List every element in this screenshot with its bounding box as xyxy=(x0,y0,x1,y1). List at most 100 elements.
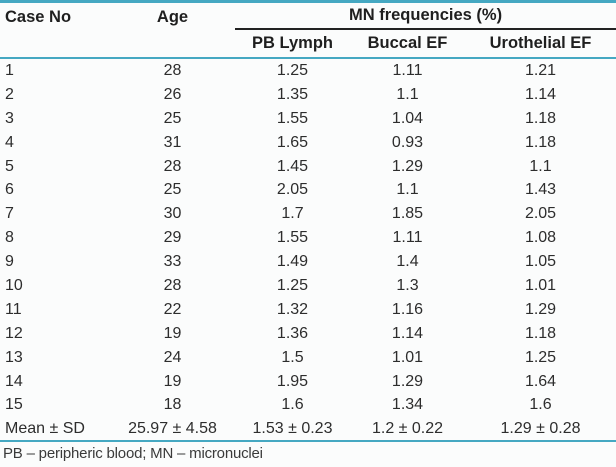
cell-case-no: 9 xyxy=(5,253,14,271)
table-row: 13 24 1.5 1.01 1.25 xyxy=(0,346,616,370)
cell-buccal-ef: 1.14 xyxy=(391,324,424,342)
column-group-header-mn-frequencies: MN frequencies (%) xyxy=(235,1,616,30)
mn-frequencies-table: Case No Age MN frequencies (%) PB Lymph … xyxy=(0,0,616,443)
cell-case-no: 2 xyxy=(5,85,14,103)
cell-urothelial-ef: 1.6 xyxy=(529,396,552,414)
cell-age: 28 xyxy=(163,157,182,175)
cell-age: 19 xyxy=(163,372,182,390)
cell-urothelial-ef: 1.25 xyxy=(524,348,557,366)
cell-urothelial-ef: 1.05 xyxy=(524,253,557,271)
cell-buccal-ef: 1.11 xyxy=(392,229,423,247)
cell-case-no: 12 xyxy=(5,324,23,342)
cell-pb-lymph: 2.05 xyxy=(276,181,309,199)
cell-pb-lymph: 1.55 xyxy=(276,109,309,127)
column-header-urothelial-ef: Urothelial EF xyxy=(465,29,616,59)
cell-buccal-ef: 1.29 xyxy=(391,372,424,390)
cell-urothelial-ef: 1.18 xyxy=(524,109,557,127)
summary-age: 25.97 ± 4.58 xyxy=(110,417,235,443)
table-header: Case No Age MN frequencies (%) PB Lymph … xyxy=(0,1,616,59)
cell-case-no: 13 xyxy=(5,348,23,366)
summary-urothelial-ef: 1.29 ± 0.28 xyxy=(465,417,616,443)
cell-urothelial-ef: 1.1 xyxy=(529,157,552,175)
cell-age: 31 xyxy=(163,133,182,151)
cell-case-no: 1 xyxy=(5,61,14,79)
cell-age: 30 xyxy=(163,205,182,223)
cell-buccal-ef: 1.3 xyxy=(396,276,419,294)
table-summary: Mean ± SD 25.97 ± 4.58 1.53 ± 0.23 1.2 ±… xyxy=(0,417,616,443)
header-row-top: Case No Age MN frequencies (%) xyxy=(0,1,616,59)
cell-pb-lymph: 1.25 xyxy=(276,276,309,294)
table-footnote: PB – peripheric blood; MN – micronuclei xyxy=(3,445,263,463)
cell-buccal-ef: 1.16 xyxy=(391,300,424,318)
cell-pb-lymph: 1.55 xyxy=(276,229,309,247)
header-row-sub: PB Lymph Buccal EF Urothelial EF xyxy=(0,29,616,59)
cell-case-no: 4 xyxy=(5,133,14,151)
table-row: 2 26 1.35 1.1 1.14 xyxy=(0,83,616,107)
table-row: 4 31 1.65 0.93 1.18 xyxy=(0,131,616,155)
cell-buccal-ef: 1.4 xyxy=(396,253,419,271)
cell-urothelial-ef: 1.64 xyxy=(524,372,557,390)
cell-age: 28 xyxy=(163,276,182,294)
cell-case-no: 3 xyxy=(5,109,14,127)
cell-pb-lymph: 1.7 xyxy=(281,205,304,223)
cell-urothelial-ef: 1.18 xyxy=(524,133,557,151)
summary-buccal-ef: 1.2 ± 0.22 xyxy=(350,417,465,443)
cell-age: 19 xyxy=(163,324,182,342)
cell-buccal-ef: 1.34 xyxy=(391,396,424,414)
cell-buccal-ef: 1.04 xyxy=(391,109,424,127)
cell-urothelial-ef: 1.43 xyxy=(524,181,557,199)
column-header-case-no: Case No xyxy=(0,1,110,59)
cell-buccal-ef: 0.93 xyxy=(391,133,424,151)
cell-buccal-ef: 1.11 xyxy=(392,61,423,79)
table-row: 14 19 1.95 1.29 1.64 xyxy=(0,370,616,394)
cell-urothelial-ef: 1.08 xyxy=(524,229,557,247)
cell-case-no: 15 xyxy=(5,396,23,414)
cell-age: 25 xyxy=(163,109,182,127)
cell-pb-lymph: 1.32 xyxy=(276,300,309,318)
table-row: 3 25 1.55 1.04 1.18 xyxy=(0,107,616,131)
table-row: 6 25 2.05 1.1 1.43 xyxy=(0,178,616,202)
cell-urothelial-ef: 1.18 xyxy=(524,324,557,342)
cell-case-no: 10 xyxy=(5,276,23,294)
summary-row: Mean ± SD 25.97 ± 4.58 1.53 ± 0.23 1.2 ±… xyxy=(0,417,616,443)
cell-age: 25 xyxy=(163,181,182,199)
cell-pb-lymph: 1.35 xyxy=(276,85,309,103)
column-header-buccal-ef: Buccal EF xyxy=(350,29,465,59)
cell-buccal-ef: 1.29 xyxy=(391,157,424,175)
cell-case-no: 8 xyxy=(5,229,14,247)
cell-urothelial-ef: 1.29 xyxy=(524,300,557,318)
table-row: 8 29 1.55 1.11 1.08 xyxy=(0,226,616,250)
cell-pb-lymph: 1.6 xyxy=(281,396,304,414)
cell-urothelial-ef: 1.21 xyxy=(524,61,557,79)
column-header-age: Age xyxy=(110,1,235,59)
cell-pb-lymph: 1.36 xyxy=(276,324,309,342)
table-row: 11 22 1.32 1.16 1.29 xyxy=(0,298,616,322)
cell-urothelial-ef: 1.14 xyxy=(524,85,557,103)
cell-age: 18 xyxy=(163,396,182,414)
cell-urothelial-ef: 2.05 xyxy=(524,205,557,223)
cell-pb-lymph: 1.49 xyxy=(276,253,309,271)
cell-buccal-ef: 1.01 xyxy=(391,348,424,366)
cell-age: 33 xyxy=(163,253,182,271)
table-row: 1 28 1.25 1.11 1.21 xyxy=(0,58,616,83)
column-header-pb-lymph: PB Lymph xyxy=(235,29,350,59)
cell-pb-lymph: 1.65 xyxy=(276,133,309,151)
cell-case-no: 6 xyxy=(5,181,14,199)
table-body: 1 28 1.25 1.11 1.21 2 26 1.35 1.1 1.14 3 25 1.55 1.04… xyxy=(0,58,616,417)
cell-buccal-ef: 1.85 xyxy=(391,205,424,223)
cell-age: 24 xyxy=(163,348,182,366)
cell-buccal-ef: 1.1 xyxy=(396,181,419,199)
cell-pb-lymph: 1.95 xyxy=(276,372,309,390)
cell-case-no: 14 xyxy=(5,372,23,390)
table-row: 5 28 1.45 1.29 1.1 xyxy=(0,155,616,179)
cell-urothelial-ef: 1.01 xyxy=(524,276,557,294)
cell-case-no: 7 xyxy=(5,205,14,223)
cell-age: 28 xyxy=(163,61,182,79)
cell-pb-lymph: 1.45 xyxy=(276,157,309,175)
table-row: 9 33 1.49 1.4 1.05 xyxy=(0,250,616,274)
table-row: 12 19 1.36 1.14 1.18 xyxy=(0,322,616,346)
cell-age: 29 xyxy=(163,229,182,247)
table-row: 15 18 1.6 1.34 1.6 xyxy=(0,393,616,417)
summary-pb-lymph: 1.53 ± 0.23 xyxy=(235,417,350,443)
